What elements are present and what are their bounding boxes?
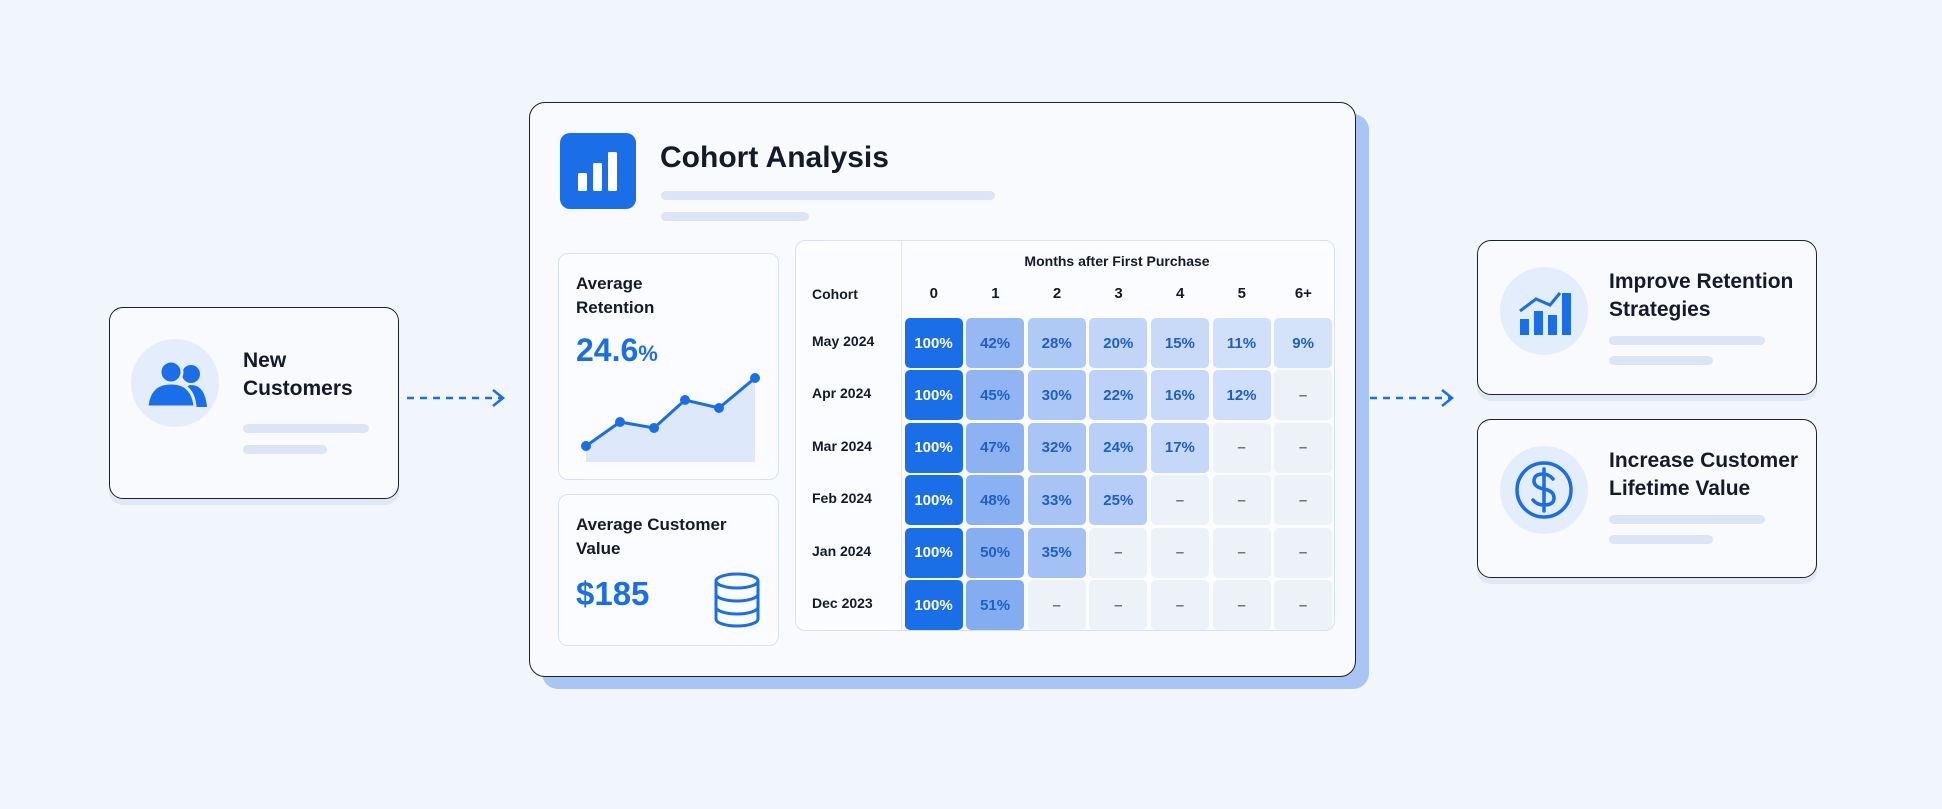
cohort-table: Months after First Purchase Cohort 0 1 2 3 4… [795, 240, 1335, 631]
cohort-cell: 11% [1212, 318, 1271, 368]
outcome-title: Improve Retention Strategies [1609, 270, 1794, 321]
arrow [407, 389, 506, 407]
row-header: Cohort [812, 286, 858, 302]
cohort-cell: 28% [1027, 318, 1086, 368]
cohort-cell: 16% [1150, 370, 1209, 421]
value-card: Average Customer Value $185 [558, 494, 779, 646]
cohort-cell: 100% [904, 318, 963, 368]
cohort-cell: 12% [1212, 370, 1271, 421]
arrow [1370, 389, 1455, 407]
cohort-cell: 20% [1089, 318, 1148, 368]
table-header: Months after First Purchase [1024, 253, 1210, 269]
cohort-cell: – [1212, 527, 1271, 578]
cohort-cell: – [1150, 580, 1209, 630]
outcome-title: Increase Customer Lifetime Value [1609, 449, 1799, 500]
cohort-cell: 42% [966, 318, 1025, 368]
growth-icon [1500, 267, 1588, 355]
cohort-cell: – [1274, 580, 1333, 630]
value-amount: $185 [576, 575, 650, 612]
cohort-cell: 50% [966, 527, 1025, 578]
cohort-label: Dec 2023 [812, 595, 873, 611]
cohort-cell: 15% [1150, 318, 1209, 368]
cohort-cell: – [1089, 580, 1148, 630]
column-label: 5 [1237, 285, 1246, 302]
column-label: 4 [1176, 285, 1185, 302]
database-icon [714, 572, 760, 628]
cohort-label: Feb 2024 [812, 490, 872, 507]
outcome-card: Increase Customer Lifetime Value [1477, 419, 1817, 578]
retention-label: Average Retention [576, 274, 655, 317]
cohort-cell: 45% [966, 370, 1025, 421]
cohort-cell: 100% [904, 580, 963, 630]
cohort-cell: 100% [904, 527, 963, 578]
column-label: 1 [991, 285, 1000, 302]
cohort-cell: – [1150, 527, 1209, 578]
outcome-card: Improve Retention Strategies [1477, 240, 1817, 395]
source-card: New Customers [109, 307, 399, 499]
value-label: Average Customer Value [576, 515, 727, 558]
source-title: New Customers [243, 349, 353, 400]
cohort-cell: – [1212, 422, 1271, 473]
cohort-cell: 25% [1089, 475, 1148, 526]
cohort-cell: 22% [1089, 370, 1148, 421]
cohort-cell: – [1274, 370, 1333, 421]
cohort-label: Apr 2024 [812, 385, 872, 402]
cohort-cell: 32% [1027, 422, 1086, 473]
sparkline [581, 373, 760, 462]
cohort-cell: 100% [904, 422, 963, 473]
cohort-cell: 47% [966, 422, 1025, 473]
cohort-cell: 35% [1027, 527, 1086, 578]
cohort-cell: 24% [1089, 422, 1148, 473]
cohort-label: May 2024 [812, 333, 875, 349]
cohort-label: Mar 2024 [812, 437, 872, 454]
cohort-cell: – [1027, 580, 1086, 630]
chart-icon [560, 133, 636, 209]
cohort-cell: 48% [966, 475, 1025, 526]
column-label: 3 [1114, 285, 1123, 302]
column-label: 6+ [1294, 285, 1312, 302]
dollar-icon [1500, 446, 1588, 534]
cohort-cell: 30% [1027, 370, 1086, 421]
cohort-cell: 100% [904, 475, 963, 526]
cohort-cell: – [1212, 580, 1271, 630]
cohort-cell: – [1212, 475, 1271, 526]
column-label: 0 [929, 285, 938, 302]
panel: Cohort Analysis Average Retention 24.6% … [529, 102, 1356, 677]
cohort-cell: – [1274, 475, 1333, 526]
cohort-cell: 51% [966, 580, 1025, 630]
cohort-cell: 33% [1027, 475, 1086, 526]
retention-value: 24.6 [576, 332, 639, 368]
cohort-cell: – [1274, 422, 1333, 473]
cohort-cell: 17% [1150, 422, 1209, 473]
retention-card: Average Retention 24.6% [558, 253, 779, 480]
retention-unit: % [638, 341, 658, 366]
column-label: 2 [1052, 285, 1062, 302]
cohort-cell: – [1089, 527, 1148, 578]
retention-metric: 24.6% [576, 332, 658, 369]
cohort-cell: 100% [904, 370, 963, 421]
users-icon [131, 339, 219, 427]
cohort-cell: – [1274, 527, 1333, 578]
cohort-label: Jan 2024 [812, 542, 872, 559]
panel-title: Cohort Analysis [660, 141, 889, 174]
cohort-cell: – [1150, 475, 1209, 526]
cohort-cell: 9% [1274, 318, 1333, 368]
